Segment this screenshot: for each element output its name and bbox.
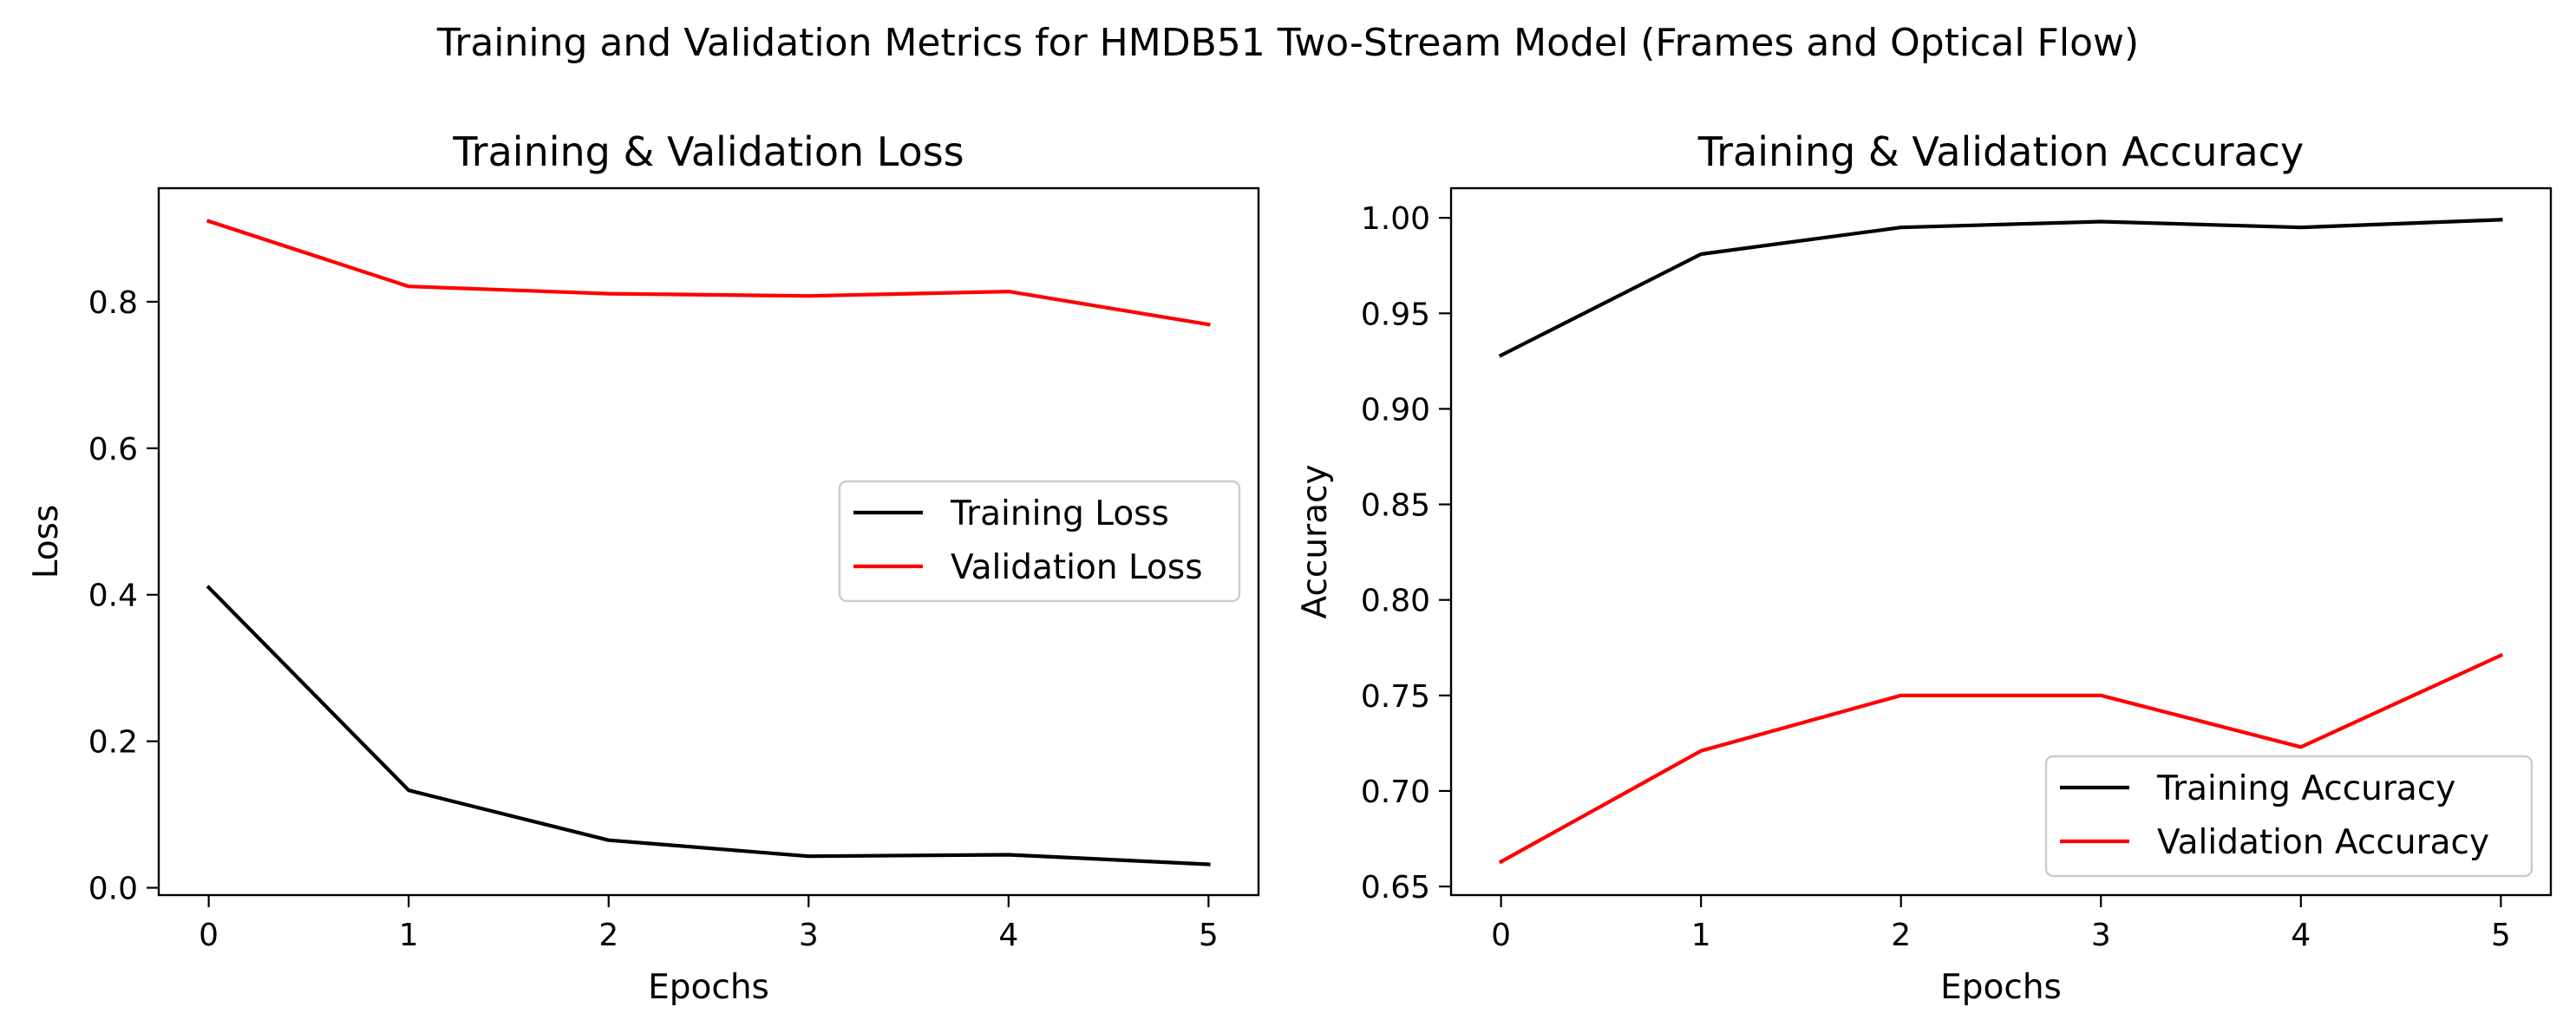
x-tick-label: 1 <box>1691 918 1711 953</box>
y-tick-label: 0.75 <box>1361 679 1430 715</box>
series-line-validation-accuracy <box>1498 652 2504 865</box>
legend-label: Training Accuracy <box>2156 769 2455 808</box>
x-tick-label: 1 <box>399 918 419 953</box>
y-tick-label: 0.85 <box>1361 488 1430 524</box>
figure-title: Training and Validation Metrics for HMDB… <box>436 21 2139 65</box>
y-tick-label: 0.80 <box>1361 584 1430 619</box>
x-tick-label: 2 <box>598 918 618 953</box>
legend-box <box>838 480 1241 603</box>
x-tick-label: 3 <box>799 918 819 953</box>
x-axis-label: Epochs <box>648 968 769 1007</box>
loss-chart: 0 1 2 3 4 5 0.0 0.2 0.4 0.6 0.8 Training & Validati… <box>27 128 1260 1007</box>
series-line-training-accuracy <box>1498 218 2503 358</box>
accuracy-chart: 0 1 2 3 4 5 0.65 0.70 0.75 0.80 0.85 0.90 0.95 1.00 Tr… <box>1296 128 2553 1007</box>
x-tick-label: 2 <box>1891 918 1911 953</box>
y-tick-label: 0.90 <box>1361 392 1430 428</box>
x-tick-label: 3 <box>2091 918 2111 953</box>
legend-box <box>2044 755 2534 878</box>
legend-label: Validation Accuracy <box>2157 823 2489 862</box>
series-line-validation-loss <box>206 219 1211 327</box>
y-tick-label: 0.65 <box>1361 870 1430 906</box>
series-line-training-loss <box>206 585 1211 866</box>
axes-frame <box>157 186 1260 897</box>
chart-title: Training & Validation Accuracy <box>1697 128 2304 175</box>
legend-label: Training Loss <box>950 494 1169 533</box>
y-tick-label: 0.6 <box>88 432 138 467</box>
chart-title: Training & Validation Loss <box>452 128 964 175</box>
x-tick-label: 4 <box>998 918 1018 953</box>
x-axis-label: Epochs <box>1940 968 2062 1007</box>
y-axis-label: Accuracy <box>1296 464 1335 618</box>
axes-frame <box>1449 186 2553 897</box>
y-tick-label: 0.2 <box>88 725 138 761</box>
x-tick-label: 0 <box>1491 918 1511 953</box>
x-tick-label: 5 <box>2491 918 2511 953</box>
y-tick-label: 0.95 <box>1361 297 1430 332</box>
legend: Training Loss Validation Loss <box>838 480 1241 603</box>
legend: Training Accuracy Validation Accuracy <box>2044 755 2534 878</box>
y-tick-label: 0.8 <box>88 285 138 321</box>
y-tick-label: 0.70 <box>1361 775 1430 810</box>
x-tick-label: 4 <box>2291 918 2311 953</box>
y-tick-label: 0.0 <box>88 872 138 907</box>
x-tick-label: 5 <box>1199 918 1219 953</box>
y-tick-label: 1.00 <box>1361 201 1430 237</box>
legend-label: Validation Loss <box>951 548 1203 587</box>
y-tick-label: 0.4 <box>88 579 138 614</box>
x-tick-label: 0 <box>199 918 219 953</box>
y-axis-label: Loss <box>27 505 66 579</box>
